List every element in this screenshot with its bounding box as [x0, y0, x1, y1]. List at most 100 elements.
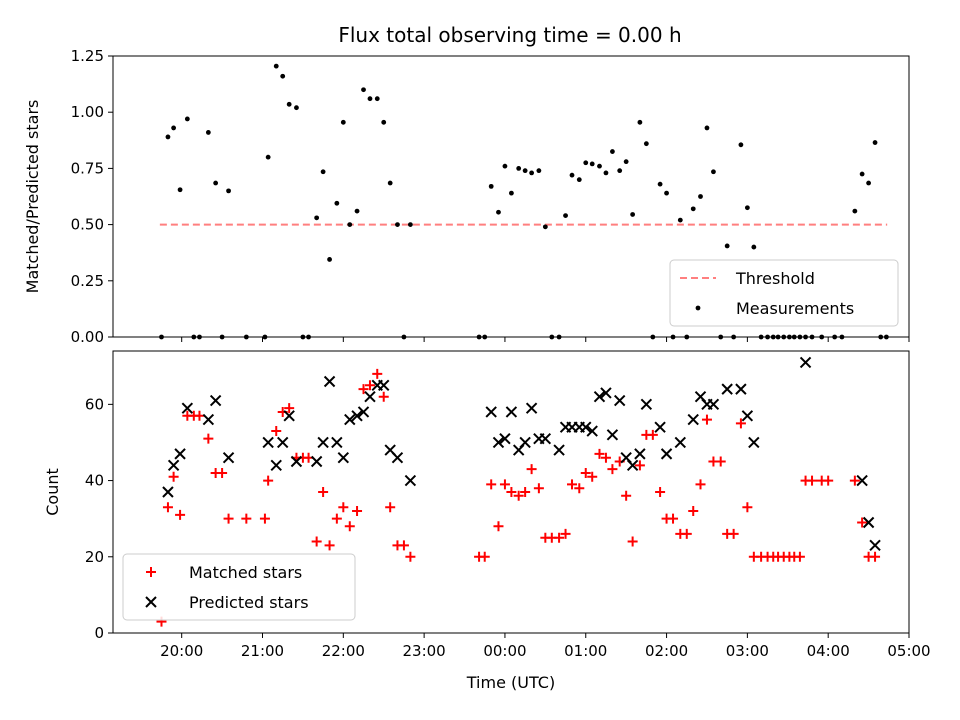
predicted-star-marker	[580, 421, 592, 433]
measurement-point	[542, 224, 548, 230]
measurement-point	[502, 163, 508, 169]
legend-measurement-swatch	[695, 305, 701, 311]
measurement-point	[583, 160, 589, 166]
matched-star-marker	[701, 414, 712, 425]
measurement-point	[509, 190, 514, 196]
measurement-point	[866, 180, 871, 186]
measurement-point	[488, 183, 494, 189]
matched-star-marker	[627, 536, 638, 547]
matched-star-marker	[168, 471, 179, 482]
predicted-star-marker	[799, 356, 812, 369]
predicted-star-marker	[174, 448, 186, 460]
measurement-point	[347, 222, 353, 228]
measurement-point	[704, 125, 710, 131]
matched-star-marker	[194, 410, 205, 421]
predicted-star-marker	[485, 406, 497, 418]
measurement-point	[314, 215, 320, 221]
matched-star-marker	[352, 506, 363, 517]
matched-star-marker	[324, 540, 335, 551]
measurement-point	[273, 63, 279, 69]
predicted-star-marker	[634, 448, 646, 460]
predicted-star-marker	[553, 444, 565, 456]
matched-star-marker	[520, 487, 531, 497]
matched-star-marker	[385, 502, 396, 513]
predicted-star-marker	[270, 459, 282, 472]
predicted-star-marker	[404, 474, 417, 487]
predicted-star-marker	[378, 379, 390, 392]
measurement-point	[177, 187, 183, 193]
matched-star-marker	[681, 528, 692, 539]
predicted-star-marker	[539, 432, 552, 445]
measurement-point	[340, 119, 346, 125]
measurement-point	[563, 213, 568, 219]
matched-star-marker	[587, 471, 598, 482]
measurement-point	[724, 243, 730, 249]
measurement-point	[569, 172, 575, 178]
measurement-point	[637, 119, 643, 125]
matched-star-marker	[560, 528, 571, 539]
predicted-star-marker	[323, 375, 336, 388]
matched-star-marker	[259, 513, 270, 524]
y-tick-label: 0.75	[71, 159, 104, 177]
predicted-star-marker	[721, 383, 733, 395]
predicted-star-marker	[869, 539, 881, 552]
predicted-star-marker	[606, 429, 619, 441]
predicted-star-marker	[391, 451, 404, 464]
matched-star-marker	[203, 433, 214, 444]
measurement-point	[589, 161, 595, 167]
measurement-point	[265, 154, 271, 160]
measurement-point	[165, 134, 171, 140]
legend-matched-swatch	[146, 567, 156, 577]
predicted-star-marker	[310, 455, 323, 468]
bottom-axes: 20:00 21:00 22:00 23:00 00:00 01:00 02:00 03:00…	[43, 350, 931, 692]
x-tick-label: 05:00	[887, 642, 930, 660]
x-tick-label: 03:00	[726, 642, 769, 660]
matched-star-marker	[405, 551, 416, 562]
matched-star-marker	[634, 460, 645, 471]
measurement-point	[623, 159, 629, 165]
legend-predicted-swatch	[145, 596, 157, 608]
matched-star-marker	[398, 540, 409, 551]
x-tick-label: 21:00	[241, 642, 284, 660]
measurement-point	[327, 257, 332, 262]
x-tick-label: 22:00	[322, 642, 365, 660]
matched-star-marker	[284, 403, 295, 414]
matched-star-marker	[344, 521, 355, 532]
predicted-star-marker	[276, 436, 289, 449]
matched-star-marker	[567, 479, 578, 490]
measurement-point	[522, 168, 528, 174]
matched-star-marker	[857, 517, 868, 528]
x-tick-label: 00:00	[483, 642, 526, 660]
predicted-star-marker	[499, 432, 511, 445]
measurement-point	[213, 180, 219, 186]
matched-star-marker	[849, 475, 860, 486]
legend-label: Measurements	[736, 299, 854, 318]
legend-box	[669, 259, 899, 327]
predicted-star-marker	[283, 410, 295, 422]
matched-star-marker	[715, 456, 726, 467]
measurement-point	[677, 217, 683, 223]
measurement-point	[516, 166, 522, 171]
measurement-point	[280, 73, 286, 79]
top-axes: 0.00 0.25 0.50 0.75 1.00 1.25 Matched/Predicte…	[23, 47, 910, 346]
predicted-star-marker	[687, 413, 699, 426]
predicted-star-marker	[748, 436, 760, 449]
matched-star-marker	[574, 483, 585, 494]
matched-star-marker	[870, 551, 881, 562]
measurement-point	[205, 130, 211, 135]
measurement-point	[387, 180, 393, 186]
predicted-star-marker	[735, 383, 747, 395]
y-tick-label: 0.50	[71, 216, 104, 234]
measurement-point	[872, 140, 878, 145]
predicted-star-marker	[162, 486, 174, 498]
predicted-star-marker	[862, 516, 875, 529]
matched-star-marker	[533, 483, 544, 494]
matched-star-marker	[338, 502, 349, 513]
matched-star-marker	[655, 487, 666, 497]
predicted-star-marker	[626, 459, 639, 472]
predicted-star-marker	[660, 448, 673, 460]
matched-star-marker	[735, 418, 746, 429]
matched-star-marker	[271, 426, 282, 437]
chart-title: Flux total observing time = 0.00 h	[338, 23, 681, 47]
